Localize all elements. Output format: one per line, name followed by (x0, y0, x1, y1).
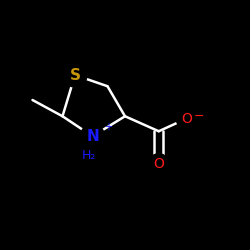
Circle shape (149, 154, 169, 174)
Circle shape (176, 109, 196, 129)
Text: +: + (104, 122, 112, 132)
Text: −: − (194, 110, 204, 123)
Circle shape (80, 124, 104, 148)
Circle shape (63, 63, 87, 87)
Text: O: O (181, 112, 192, 126)
Text: H₂: H₂ (82, 149, 96, 162)
Text: O: O (153, 157, 164, 171)
Text: N: N (86, 129, 99, 144)
Text: S: S (70, 68, 80, 82)
